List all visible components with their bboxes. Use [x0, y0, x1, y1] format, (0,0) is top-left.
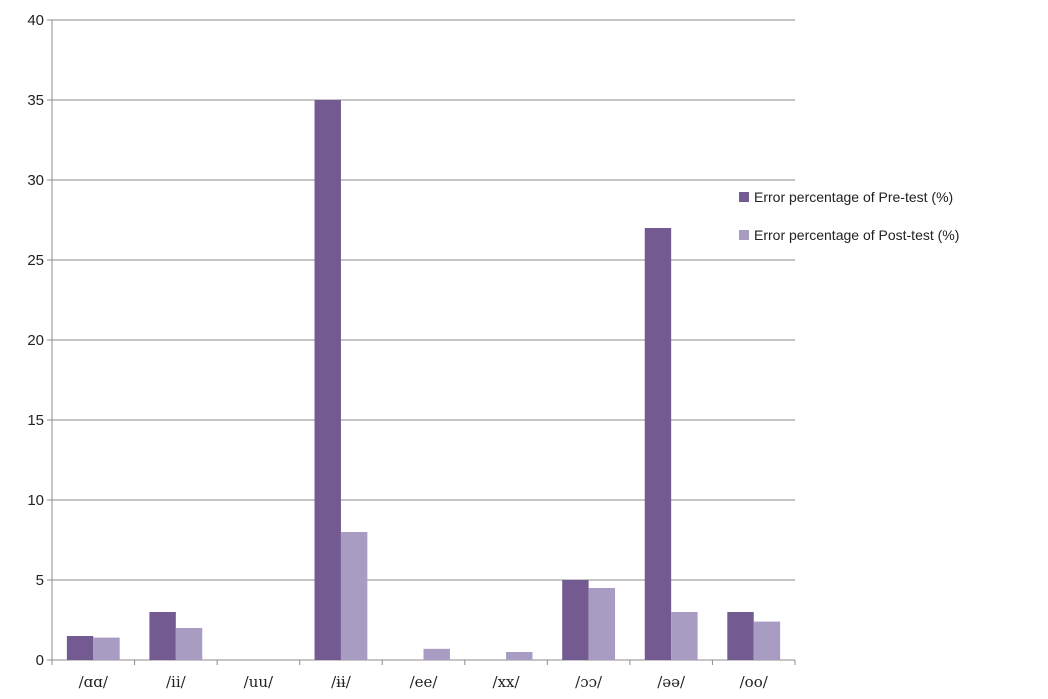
bars	[66, 100, 781, 660]
bar-pre-test	[66, 636, 94, 660]
bar-pre-test	[562, 580, 589, 660]
y-tick-label: 40	[27, 12, 44, 29]
bar-post-test	[175, 628, 203, 660]
x-tick-label: /əə/	[657, 673, 686, 691]
y-tick-label: 35	[27, 92, 44, 109]
y-tick-label: 0	[36, 652, 44, 669]
bar-post-test	[340, 532, 368, 660]
bar-pre-test	[314, 100, 341, 660]
x-tick-label: /ɨɨ/	[331, 673, 352, 691]
x-tick-label: /uu/	[244, 673, 274, 691]
y-tick-labels: 0 5 10 15 20 25 30 35 40	[27, 12, 44, 669]
y-tick-label: 15	[27, 412, 44, 429]
y-tick-label: 5	[36, 572, 44, 589]
x-tick-label: /oo/	[740, 673, 769, 691]
x-tick-label: /ii/	[166, 673, 187, 691]
legend: Error percentage of Pre-test (%) Error pe…	[739, 189, 959, 243]
legend-label-pre-test: Error percentage of Pre-test (%)	[754, 189, 953, 205]
y-tick-label: 30	[27, 172, 44, 189]
bar-pre-test	[727, 612, 754, 660]
legend-swatch-pre-test	[739, 192, 749, 202]
legend-label-post-test: Error percentage of Post-test (%)	[754, 227, 959, 243]
x-tick-label: /ɔɔ/	[575, 673, 603, 691]
bar-post-test	[423, 648, 450, 660]
bar-post-test	[753, 621, 781, 660]
bar-post-test	[588, 588, 616, 660]
y-tick-label: 20	[27, 332, 44, 349]
y-tick-label: 25	[27, 252, 44, 269]
x-tick-labels: /ɑɑ/ /ii/ /uu/ /ɨɨ/ /ee/ /xx/ /ɔɔ/ /əə/ /oo/	[79, 673, 769, 691]
legend-swatch-post-test	[739, 230, 749, 240]
bar-post-test	[93, 637, 120, 660]
x-tick-label: /ee/	[410, 673, 439, 691]
axes	[47, 19, 796, 665]
bar-post-test	[671, 612, 698, 660]
y-tick-label: 10	[27, 492, 44, 509]
gridlines	[52, 19, 795, 581]
x-tick-label: /ɑɑ/	[79, 673, 109, 691]
bar-post-test	[506, 652, 533, 660]
x-tick-label: /xx/	[493, 673, 521, 691]
bar-pre-test	[149, 612, 176, 660]
bar-pre-test	[644, 228, 672, 660]
